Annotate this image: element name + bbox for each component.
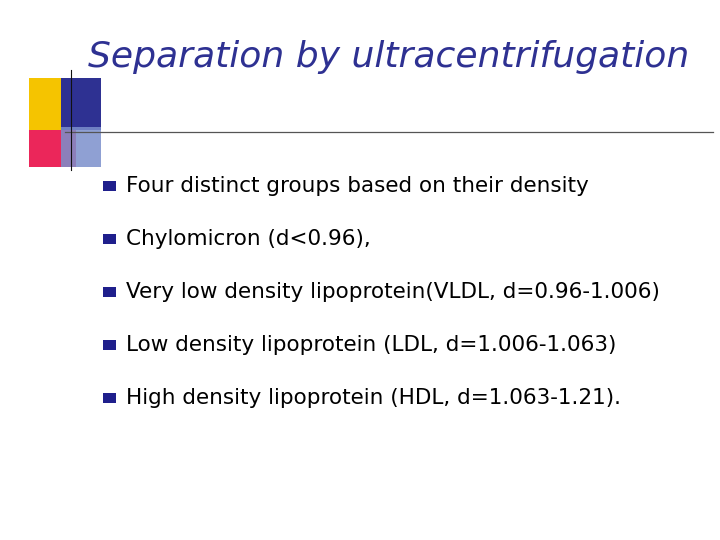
- Bar: [61, 127, 101, 167]
- Bar: [29, 127, 76, 167]
- Text: Chylomicron (d<0.96),: Chylomicron (d<0.96),: [126, 229, 371, 249]
- Text: Separation by ultracentrifugation: Separation by ultracentrifugation: [88, 40, 690, 73]
- Bar: [103, 181, 116, 191]
- Bar: [29, 78, 76, 130]
- Bar: [61, 78, 101, 130]
- Text: Four distinct groups based on their density: Four distinct groups based on their dens…: [126, 176, 589, 197]
- Text: High density lipoprotein (HDL, d=1.063-1.21).: High density lipoprotein (HDL, d=1.063-1…: [126, 388, 621, 408]
- Bar: [103, 287, 116, 297]
- Bar: [103, 234, 116, 244]
- Bar: [103, 393, 116, 403]
- Bar: [103, 340, 116, 350]
- Text: Very low density lipoprotein(VLDL, d=0.96-1.006): Very low density lipoprotein(VLDL, d=0.9…: [126, 282, 660, 302]
- Text: Low density lipoprotein (LDL, d=1.006-1.063): Low density lipoprotein (LDL, d=1.006-1.…: [126, 335, 616, 355]
